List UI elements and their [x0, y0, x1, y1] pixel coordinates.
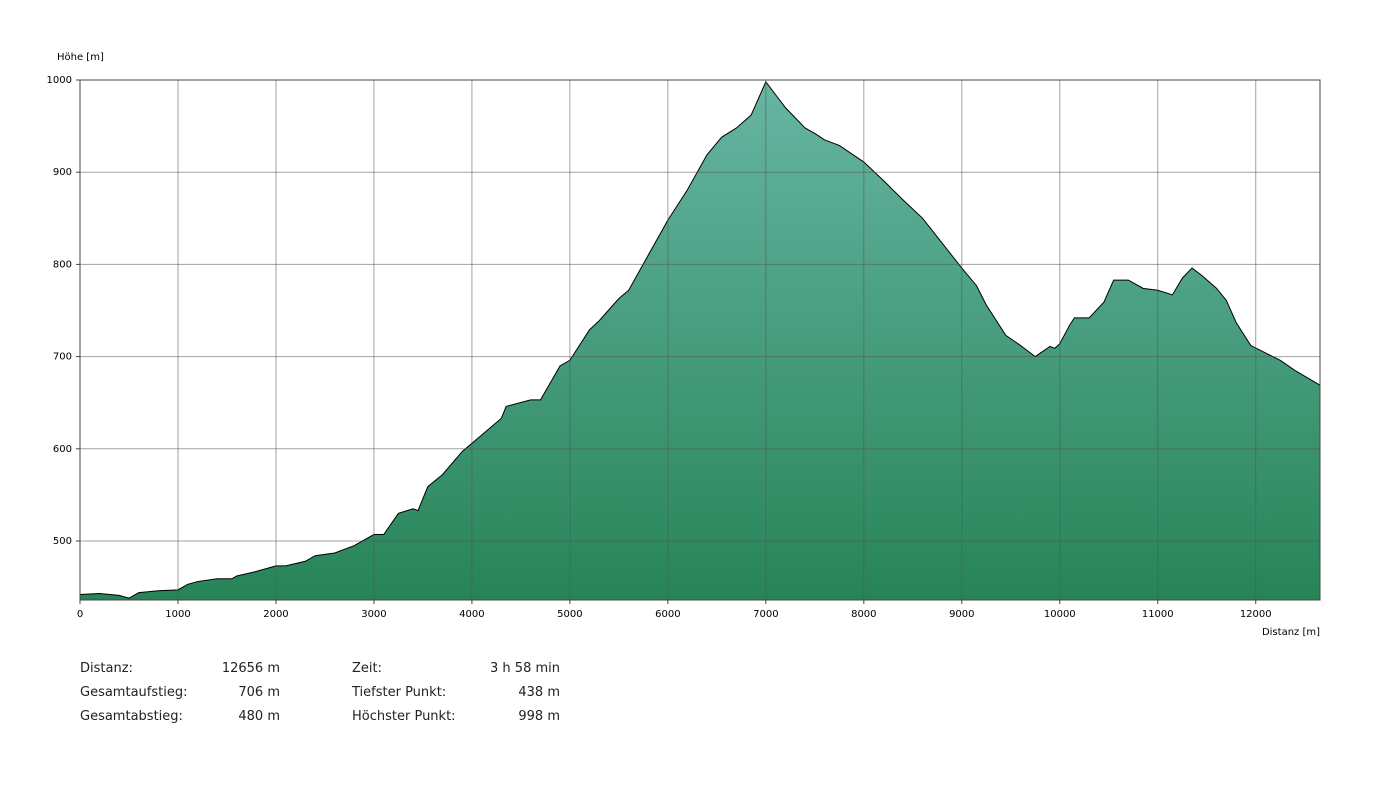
y-tick-label: 900 — [53, 167, 72, 178]
x-tick-label: 4000 — [459, 609, 484, 620]
stat-value: 3 h 58 min — [490, 661, 560, 676]
stat-value: 12656 m — [222, 661, 280, 676]
stat-label: Gesamtaufstieg: — [80, 685, 187, 700]
x-tick-label: 8000 — [851, 609, 876, 620]
x-tick-label: 5000 — [557, 609, 582, 620]
area — [80, 81, 1320, 600]
y-tick-label: 800 — [53, 259, 72, 270]
plot-frame — [79, 79, 1321, 601]
stat-value: 998 m — [518, 709, 560, 724]
x-tick-label: 10000 — [1044, 609, 1076, 620]
x-tick-label: 0 — [77, 609, 83, 620]
stat-label: Distanz: — [80, 661, 133, 676]
x-tick-label: 3000 — [361, 609, 386, 620]
x-tick-label: 11000 — [1142, 609, 1174, 620]
y-axis-label: Höhe [m] — [57, 52, 104, 63]
y-tick-label: 500 — [53, 536, 72, 547]
x-tick-label: 2000 — [263, 609, 288, 620]
stat-label: Tiefster Punkt: — [351, 685, 446, 700]
stat-value: 480 m — [238, 709, 280, 724]
x-tick-label: 6000 — [655, 609, 680, 620]
x-tick-label: 12000 — [1240, 609, 1272, 620]
stat-value: 706 m — [238, 685, 280, 700]
y-tick-label: 600 — [53, 444, 72, 455]
stat-label: Zeit: — [352, 661, 382, 676]
stat-label: Gesamtabstieg: — [80, 709, 183, 724]
profile-line — [79, 80, 1321, 599]
x-tick-label: 7000 — [753, 609, 778, 620]
y-tick-label: 700 — [53, 352, 72, 363]
stat-label: Höchster Punkt: — [352, 709, 456, 724]
x-tick-label: 9000 — [949, 609, 974, 620]
x-axis-label: Distanz [m] — [1262, 627, 1320, 638]
y-tick-label: 1000 — [47, 75, 72, 86]
x-tick-label: 1000 — [165, 609, 190, 620]
stat-value: 438 m — [518, 685, 560, 700]
